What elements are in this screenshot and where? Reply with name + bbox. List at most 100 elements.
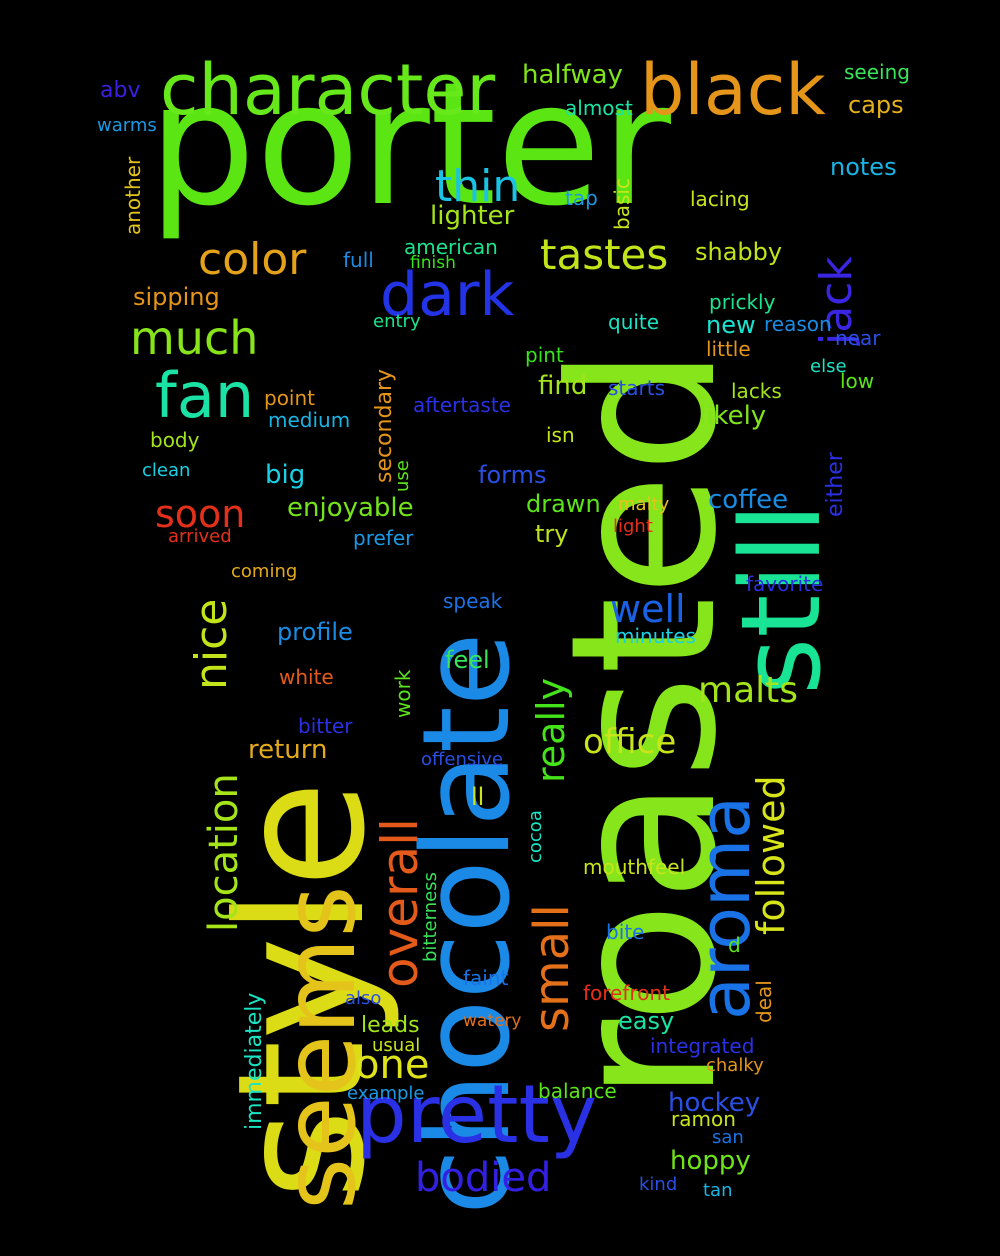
word-d: d [728, 933, 741, 957]
word-coffee: coffee [708, 485, 789, 515]
word-mouthfeel: mouthfeel [583, 855, 686, 879]
word-tastes: tastes [540, 230, 669, 279]
word-integrated: integrated [650, 1034, 755, 1058]
word-full: full [343, 248, 374, 272]
word-kind: kind [639, 1174, 678, 1195]
word-starts: starts [608, 376, 666, 400]
word-location: location [201, 773, 247, 932]
word-lacing: lacing [690, 187, 750, 211]
word-ll: ll [471, 783, 485, 811]
word-immediately: immediately [242, 992, 267, 1130]
word-really: really [529, 677, 573, 783]
word-malty: malty [618, 494, 670, 515]
word-sipping: sipping [133, 283, 220, 311]
word-tap: tap [565, 186, 598, 210]
word-one: one [355, 1042, 430, 1088]
word-thin: thin [435, 161, 521, 212]
word-pint: pint [525, 343, 564, 367]
word-faint: faint [463, 966, 509, 990]
word-point: point [264, 386, 316, 410]
word-seeing: seeing [844, 60, 910, 84]
word-balance: balance [538, 1079, 617, 1103]
word-dark: dark [380, 260, 515, 330]
word-light: light [613, 516, 653, 537]
word-soon: soon [155, 492, 246, 536]
word-porter: porter [148, 46, 671, 244]
word-bitterness: bitterness [420, 872, 441, 962]
word-nice: nice [186, 598, 237, 690]
word-little: little [706, 337, 751, 361]
word-tan: tan [703, 1180, 733, 1201]
word-quite: quite [608, 310, 660, 334]
word-pretty: pretty [356, 1068, 598, 1161]
word-abv: abv [100, 78, 141, 103]
word-fan: fan [155, 359, 255, 432]
word-speak: speak [443, 589, 503, 613]
word-isn: isn [546, 423, 575, 447]
word-lighter: lighter [430, 201, 515, 231]
word-hockey: hockey [668, 1088, 761, 1118]
word-drawn: drawn [526, 490, 601, 518]
word-color: color [198, 234, 307, 285]
word-clean: clean [142, 460, 191, 481]
word-white: white [279, 665, 334, 689]
word-almost: almost [565, 96, 633, 120]
word-find: find [538, 371, 588, 401]
word-ramon: ramon [671, 1107, 736, 1131]
word-easy: easy [618, 1007, 675, 1035]
word-another: another [121, 156, 145, 235]
word-feel: feel [445, 646, 490, 674]
word-aftertaste: aftertaste [413, 393, 511, 417]
word-big: big [265, 460, 306, 490]
word-much: much [130, 311, 259, 365]
word-caps: caps [848, 91, 904, 119]
word-low: low [840, 369, 875, 393]
word-reason: reason [764, 312, 832, 336]
word-entry: entry [373, 311, 421, 332]
word-coming: coming [231, 561, 298, 582]
word-usual: usual [372, 1035, 421, 1056]
word-shabby: shabby [695, 238, 783, 266]
word-well: well [610, 587, 686, 631]
word-bodied: bodied [415, 1155, 552, 1201]
word-profile: profile [277, 618, 353, 646]
word-deal: deal [752, 980, 776, 1023]
word-either: either [823, 452, 848, 517]
word-followed: followed [749, 775, 793, 935]
word-also: also [345, 988, 382, 1009]
word-arrived: arrived [168, 526, 232, 547]
word-office: office [583, 722, 677, 762]
word-basic: basic [610, 178, 634, 230]
word-leads: leads [361, 1013, 420, 1038]
word-minutes: minutes [615, 624, 696, 648]
word-near: near [835, 326, 881, 350]
word-small: small [524, 904, 580, 1032]
word-bite: bite [606, 920, 645, 944]
word-prickly: prickly [709, 290, 776, 314]
word-lacks: lacks [731, 379, 782, 403]
word-offensive: offensive [421, 749, 504, 770]
word-black: black [640, 49, 826, 131]
word-chalky: chalky [706, 1055, 764, 1076]
word-use: use [392, 460, 413, 492]
word-try: try [535, 520, 569, 548]
word-new: new [706, 311, 756, 339]
word-halfway: halfway [522, 60, 623, 90]
word-warms: warms [97, 115, 157, 136]
word-notes: notes [830, 153, 897, 181]
word-else: else [810, 356, 847, 377]
word-bitter: bitter [298, 714, 353, 738]
word-cocoa: cocoa [525, 810, 546, 863]
word-return: return [248, 735, 328, 765]
word-finish: finish [410, 253, 456, 273]
word-forms: forms [478, 461, 547, 489]
word-character: character [160, 49, 496, 131]
word-example: example [347, 1083, 425, 1104]
word-american: american [404, 235, 498, 259]
word-likely: likely [699, 401, 767, 431]
word-enjoyable: enjoyable [287, 493, 414, 523]
word-hoppy: hoppy [670, 1146, 751, 1176]
word-favorite: favorite [746, 572, 824, 596]
word-medium: medium [268, 408, 351, 432]
